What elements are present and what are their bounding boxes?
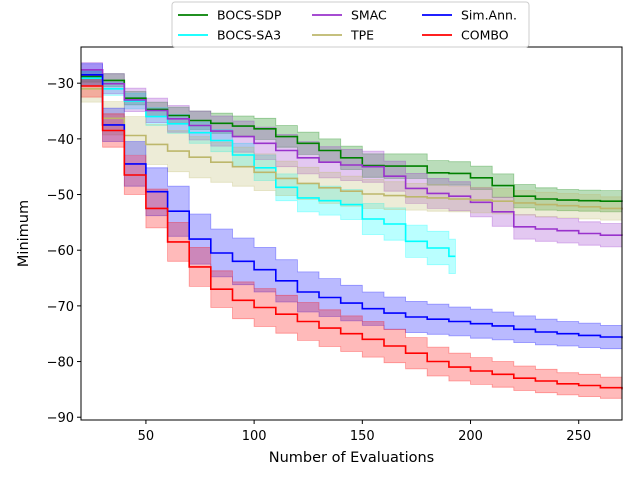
- line-sim-ann-: [81, 74, 623, 339]
- line-combo: [81, 85, 623, 390]
- series-lines: [81, 69, 623, 390]
- line-tpe: [81, 88, 623, 210]
- y-tick-label: −80: [47, 356, 74, 371]
- x-tick-label: 200: [458, 429, 483, 444]
- band-tpe: [80, 75, 623, 222]
- legend-label: SMAC: [351, 8, 387, 23]
- y-axis-title: Minimum: [16, 200, 32, 267]
- legend-label: TPE: [350, 28, 374, 43]
- legend-label: Sim.Ann.: [461, 8, 517, 23]
- x-tick-label: 250: [566, 429, 591, 444]
- y-tick-label: −40: [47, 133, 74, 148]
- legend-label: BOCS-SA3: [217, 28, 281, 43]
- legend-label: BOCS-SDP: [217, 8, 282, 23]
- y-tick-label: −50: [47, 189, 74, 204]
- y-tick-label: −70: [47, 300, 74, 315]
- y-tick-label: −90: [47, 411, 74, 426]
- x-tick-label: 50: [138, 429, 155, 444]
- x-axis-title: Number of Evaluations: [269, 450, 435, 466]
- x-tick-label: 150: [350, 429, 375, 444]
- x-tick-label: 100: [242, 429, 267, 444]
- line-bocs-sdp: [81, 75, 623, 202]
- y-tick-label: −30: [47, 77, 74, 92]
- y-tick-label: −60: [47, 244, 74, 259]
- legend: BOCS-SDP BOCS-SA3 SMAC TPE Sim.Ann. COMBO: [171, 1, 530, 48]
- line-smac: [81, 69, 623, 236]
- band-sim-ann-: [80, 63, 623, 350]
- legend-label: COMBO: [461, 28, 509, 43]
